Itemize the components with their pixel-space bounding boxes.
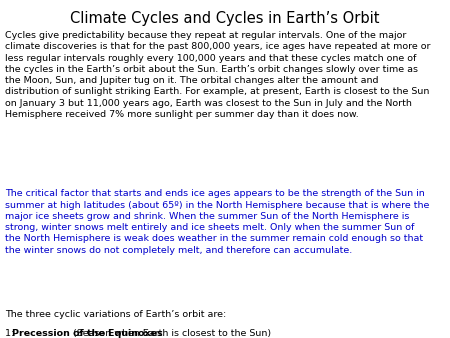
Text: The three cyclic variations of Earth’s orbit are:: The three cyclic variations of Earth’s o… <box>5 310 227 319</box>
Text: The critical factor that starts and ends ice ages appears to be the strength of : The critical factor that starts and ends… <box>5 190 430 255</box>
Text: Precession of the Equinoxes: Precession of the Equinoxes <box>12 329 162 338</box>
Text: 1:: 1: <box>5 329 18 338</box>
Text: (Season when Earth is closest to the Sun): (Season when Earth is closest to the Sun… <box>70 329 271 338</box>
Text: Climate Cycles and Cycles in Earth’s Orbit: Climate Cycles and Cycles in Earth’s Orb… <box>70 11 380 26</box>
Text: Cycles give predictability because they repeat at regular intervals. One of the : Cycles give predictability because they … <box>5 31 431 119</box>
